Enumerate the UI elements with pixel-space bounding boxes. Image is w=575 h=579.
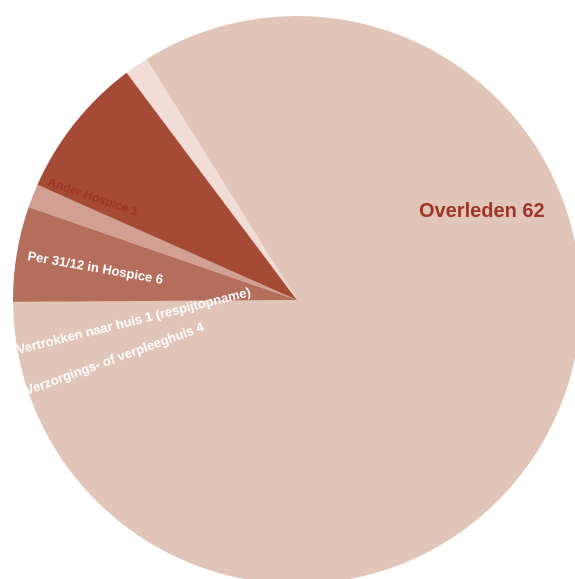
pie-slice-4 [37,72,297,300]
pie-slice-1 [13,16,575,579]
pie-slices [13,16,575,579]
pie-slice-5 [126,59,298,301]
pie-slice-2 [13,207,298,302]
pie-slice-3 [28,184,297,300]
pie-label-1: Overleden 62 [419,200,545,222]
